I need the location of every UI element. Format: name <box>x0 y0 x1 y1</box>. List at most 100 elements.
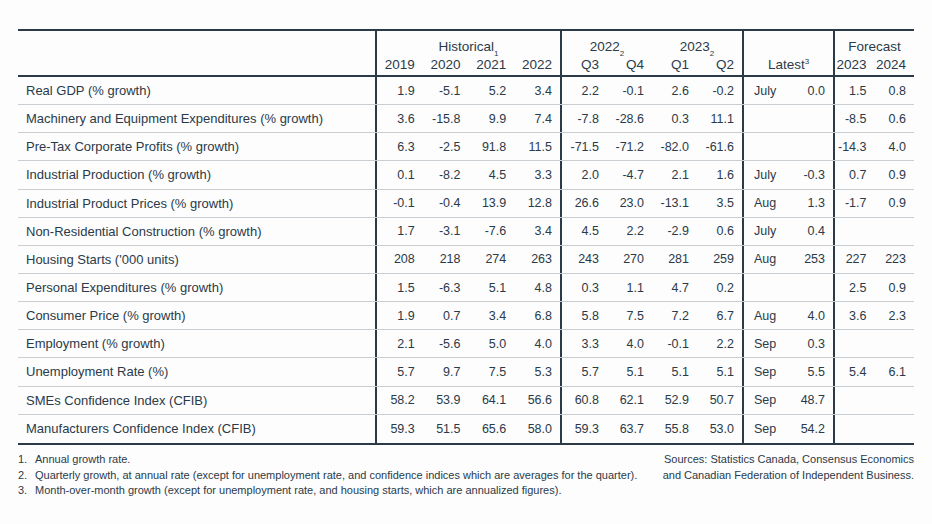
data-cell: 64.1 <box>469 393 515 407</box>
quarter-cells: 26.623.0-13.13.5 <box>560 190 742 217</box>
data-cell: 7.5 <box>607 309 652 323</box>
data-cell: 58.0 <box>514 422 560 436</box>
footnote-number: 2. <box>18 468 35 484</box>
data-cell: 5.1 <box>469 281 515 295</box>
historical-label-text: Historical <box>439 39 495 54</box>
data-cell: 9.9 <box>469 112 515 126</box>
forecast-cells: 1.50.8 <box>833 77 914 104</box>
year-header: 2021 <box>469 57 515 72</box>
quarter-cells: 5.75.15.15.1 <box>560 358 742 385</box>
forecast-cells: 0.70.9 <box>833 161 914 188</box>
data-cell: 5.2 <box>469 84 515 98</box>
historical-cells: 1.7-3.1-7.63.4 <box>375 218 560 245</box>
data-cell: 2.1 <box>377 337 423 351</box>
historical-cells: 5.79.77.55.3 <box>375 358 560 385</box>
row-label: Employment (% growth) <box>18 336 375 351</box>
data-cell: 5.3 <box>514 365 560 379</box>
data-cell: 281 <box>652 252 697 266</box>
table-row: Real GDP (% growth)1.9-5.15.23.42.2-0.12… <box>18 77 914 105</box>
table-row: Machinery and Equipment Expenditures (% … <box>18 105 914 133</box>
year-header: 2019 <box>377 57 423 72</box>
header-group-historical: Historical1 2019 2020 2021 2022 <box>375 31 560 75</box>
data-cell: 0.9 <box>875 168 915 182</box>
quarter-cells: 60.862.152.950.7 <box>560 387 742 414</box>
data-cell: 0.6 <box>875 112 915 126</box>
row-label: Personal Expenditures (% growth) <box>18 280 375 295</box>
forecast-years-row: 2023 2024 <box>835 54 914 75</box>
data-cell: 4.0 <box>607 337 652 351</box>
table-header: Historical1 2019 2020 2021 2022 20222 20… <box>18 31 914 77</box>
data-cell: 5.4 <box>835 365 875 379</box>
row-label: Pre-Tax Corporate Profits (% growth) <box>18 139 375 154</box>
latest-value: 0.4 <box>808 224 833 238</box>
data-cell: -0.4 <box>423 196 469 210</box>
data-cell: 13.9 <box>469 196 515 210</box>
data-cell: -5.6 <box>423 337 469 351</box>
forecast-cells <box>833 387 914 414</box>
latest-month: Aug <box>744 252 776 266</box>
data-cell: 3.6 <box>835 309 875 323</box>
data-cell: 208 <box>377 252 423 266</box>
row-label: Consumer Price (% growth) <box>18 308 375 323</box>
data-cell: 270 <box>607 252 652 266</box>
quarter-cells: 0.31.14.70.2 <box>560 274 742 301</box>
data-cell: 62.1 <box>607 393 652 407</box>
quarter-header: Q4 <box>607 57 652 72</box>
forecast-cells: 2.50.9 <box>833 274 914 301</box>
latest-value: 1.3 <box>808 196 833 210</box>
data-cell: 26.6 <box>562 196 607 210</box>
quarter-cells: 2.2-0.12.6-0.2 <box>560 77 742 104</box>
row-label: Non-Residential Construction (% growth) <box>18 224 375 239</box>
data-cell: 2.2 <box>562 84 607 98</box>
table-row: Unemployment Rate (%)5.79.77.55.35.75.15… <box>18 358 914 386</box>
data-cell: 3.4 <box>469 309 515 323</box>
data-cell: -3.1 <box>423 224 469 238</box>
forecast-cells: 3.62.3 <box>833 302 914 329</box>
latest-cell: Sep54.2 <box>742 415 833 443</box>
data-cell: -4.7 <box>607 168 652 182</box>
quarter-group-labels: 20222 20232 <box>562 31 742 54</box>
data-cell: 2.1 <box>652 168 697 182</box>
forecast-cells: -1.70.9 <box>833 190 914 217</box>
data-cell: 3.6 <box>377 112 423 126</box>
quarter-cells: 5.87.57.26.7 <box>560 302 742 329</box>
footnote-text: Annual growth rate. <box>35 452 130 468</box>
latest-spacer <box>744 31 833 54</box>
data-cell: -14.3 <box>835 140 875 154</box>
latest-month: Sep <box>744 393 776 407</box>
table-row: SMEs Confidence Index (CFIB)58.253.964.1… <box>18 387 914 415</box>
data-cell: 58.2 <box>377 393 423 407</box>
data-cell: -1.7 <box>835 196 875 210</box>
footnote-2: 2. Quarterly growth, at annual rate (exc… <box>18 468 637 484</box>
latest-label-text: Latest <box>768 57 805 72</box>
data-cell: 5.0 <box>469 337 515 351</box>
report-page: { "chart_data": { "type": "table", "colu… <box>0 0 932 524</box>
historical-cells: 1.90.73.46.8 <box>375 302 560 329</box>
data-cell: 1.9 <box>377 84 423 98</box>
data-cell: 2.2 <box>607 224 652 238</box>
footnote-text: Month-over-month growth (except for unem… <box>35 483 561 499</box>
data-cell: 1.1 <box>607 281 652 295</box>
latest-month: July <box>744 168 776 182</box>
data-cell: 0.9 <box>875 281 915 295</box>
data-cell: 3.5 <box>697 196 742 210</box>
latest-value: 5.5 <box>808 365 833 379</box>
footnote-ref-3: 3 <box>805 57 809 66</box>
data-cell: 5.1 <box>652 365 697 379</box>
data-cell: -71.2 <box>607 140 652 154</box>
forecast-year-header: 2024 <box>875 57 915 72</box>
sources-line-2: and Canadian Federation of Independent B… <box>663 468 914 484</box>
data-cell: 1.5 <box>835 84 875 98</box>
group-2022-text: 2022 <box>590 39 620 54</box>
forecast-label-text: Forecast <box>848 39 901 54</box>
forecast-cells: 5.46.1 <box>833 358 914 385</box>
data-cell: 53.9 <box>423 393 469 407</box>
group-2022-label: 20222 <box>562 39 652 54</box>
data-cell: 56.6 <box>514 393 560 407</box>
row-label: Unemployment Rate (%) <box>18 364 375 379</box>
data-cell: 274 <box>469 252 515 266</box>
data-cell: 3.4 <box>514 84 560 98</box>
data-cell: 6.8 <box>514 309 560 323</box>
quarter-cells: 59.363.755.853.0 <box>560 415 742 443</box>
data-cell: 11.1 <box>697 112 742 126</box>
